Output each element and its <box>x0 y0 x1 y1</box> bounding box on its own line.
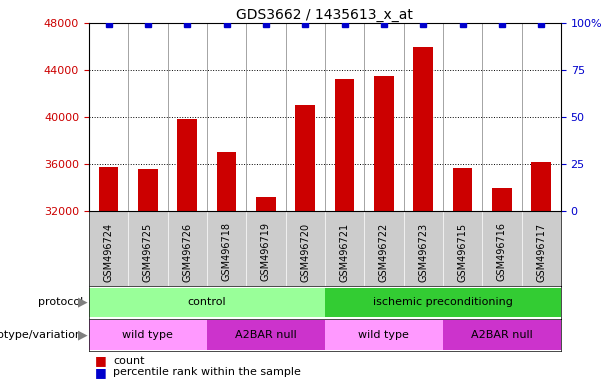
Bar <box>207 320 325 350</box>
Text: GSM496723: GSM496723 <box>418 222 428 281</box>
Text: GSM496721: GSM496721 <box>340 222 349 281</box>
Bar <box>492 188 512 211</box>
Text: GSM496717: GSM496717 <box>536 222 546 281</box>
Bar <box>443 320 561 350</box>
Bar <box>325 320 443 350</box>
Bar <box>531 162 551 211</box>
Text: wild type: wild type <box>359 330 409 340</box>
Text: ▶: ▶ <box>78 296 88 309</box>
Text: GSM496724: GSM496724 <box>104 222 113 281</box>
Bar <box>413 46 433 211</box>
Text: GSM496720: GSM496720 <box>300 222 310 281</box>
Text: GSM496718: GSM496718 <box>221 222 232 281</box>
Text: protocol: protocol <box>37 297 83 308</box>
Text: wild type: wild type <box>123 330 173 340</box>
Bar <box>335 79 354 211</box>
Bar <box>99 167 118 211</box>
Text: A2BAR null: A2BAR null <box>471 330 533 340</box>
Bar <box>138 169 158 211</box>
Bar <box>325 288 561 317</box>
Text: percentile rank within the sample: percentile rank within the sample <box>113 367 301 377</box>
Text: A2BAR null: A2BAR null <box>235 330 297 340</box>
Bar <box>295 105 315 211</box>
Text: GSM496716: GSM496716 <box>497 222 507 281</box>
Bar <box>177 119 197 211</box>
Bar <box>89 288 325 317</box>
Text: ■: ■ <box>95 354 107 367</box>
Text: control: control <box>188 297 226 308</box>
Bar <box>374 76 394 211</box>
Bar <box>89 320 207 350</box>
Text: GSM496715: GSM496715 <box>457 222 468 281</box>
Text: GSM496722: GSM496722 <box>379 222 389 282</box>
Bar <box>217 152 237 211</box>
Bar <box>256 197 276 211</box>
Text: GSM496725: GSM496725 <box>143 222 153 282</box>
Bar <box>453 168 473 211</box>
Text: GSM496726: GSM496726 <box>182 222 192 281</box>
Text: ▶: ▶ <box>78 329 88 341</box>
Text: GSM496719: GSM496719 <box>261 222 271 281</box>
Text: ■: ■ <box>95 366 107 379</box>
Text: genotype/variation: genotype/variation <box>0 330 83 340</box>
Title: GDS3662 / 1435613_x_at: GDS3662 / 1435613_x_at <box>237 8 413 22</box>
Text: count: count <box>113 356 145 366</box>
Text: ischemic preconditioning: ischemic preconditioning <box>373 297 513 308</box>
